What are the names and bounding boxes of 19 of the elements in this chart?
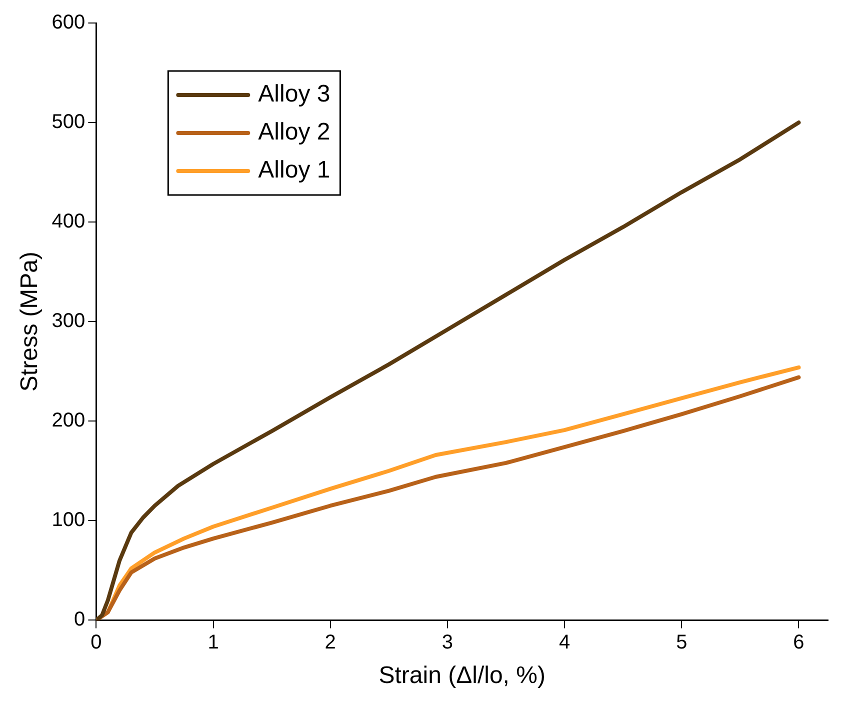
x-tick-label: 6 xyxy=(793,632,804,654)
x-tick-label: 5 xyxy=(676,632,688,654)
y-tick-label: 200 xyxy=(52,410,86,432)
x-axis-title: Strain (Δl/lo, %) xyxy=(378,662,546,690)
y-tick-label: 400 xyxy=(52,210,86,233)
y-tick-label: 600 xyxy=(52,12,86,34)
legend-label: Alloy 3 xyxy=(258,80,330,108)
y-tick-label: 300 xyxy=(52,310,86,332)
y-tick-label: 0 xyxy=(74,608,86,631)
x-tick-label: 0 xyxy=(90,632,102,654)
x-tick-label: 3 xyxy=(442,632,454,654)
legend-label: Alloy 2 xyxy=(258,118,330,146)
x-tick-label: 2 xyxy=(324,632,336,654)
x-tick-label: 4 xyxy=(558,632,570,654)
y-tick-label: 100 xyxy=(52,509,86,532)
y-tick-label: 500 xyxy=(52,111,86,134)
legend-label: Alloy 1 xyxy=(258,156,330,184)
y-axis-title: Stress (MPa) xyxy=(16,252,44,392)
x-tick-label: 1 xyxy=(208,632,219,654)
